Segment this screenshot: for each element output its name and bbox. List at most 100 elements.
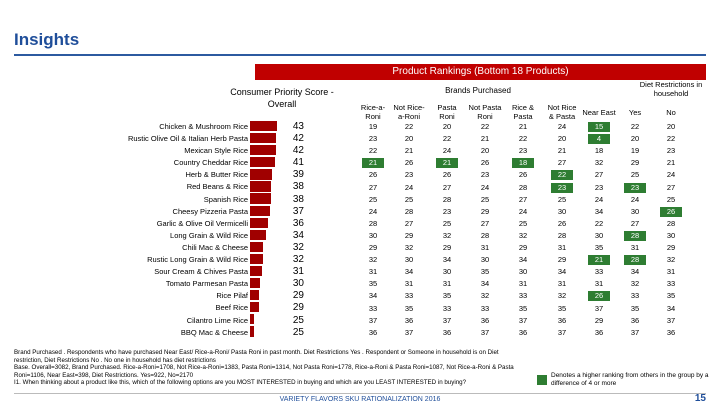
rank-cell: 27 — [442, 182, 452, 192]
priority-score: 38 — [292, 193, 304, 205]
rank-cell: 20 — [442, 122, 452, 131]
product-label: Garlic & Olive Oil Vermicelli — [156, 218, 248, 228]
rank-cell: 23 — [368, 134, 378, 144]
rank-cell: 29 — [594, 315, 604, 325]
rank-cell: 27 — [630, 218, 640, 228]
rank-cell: 18 — [594, 146, 604, 156]
product-label: Red Beans & Rice — [186, 182, 248, 192]
rank-cell: 25 — [368, 194, 378, 204]
page-number: 15 — [694, 393, 706, 404]
rank-cell: 28 — [666, 218, 676, 228]
rank-cell: 32 — [480, 291, 490, 301]
rank-cell: 26 — [654, 206, 688, 218]
rank-cell: 31 — [666, 267, 676, 277]
product-label: Cilantro Lime Rice — [186, 315, 248, 325]
rank-cell: 31 — [480, 243, 490, 252]
legend-text: Denotes a higher ranking from others in … — [551, 372, 709, 387]
priority-score: 34 — [292, 229, 304, 241]
title-rule — [14, 54, 706, 56]
priority-score: 43 — [292, 121, 304, 132]
rank-cell: 21 — [582, 254, 616, 266]
rank-cell: 24 — [518, 206, 528, 216]
rank-cell: 30 — [368, 230, 378, 240]
rank-cell: 34 — [518, 255, 528, 265]
rank-cell: 29 — [666, 243, 676, 252]
rank-cell: 29 — [630, 158, 640, 168]
rank-cell: 37 — [594, 303, 604, 313]
rankings-banner: Product Rankings (Bottom 18 Products) — [255, 64, 706, 80]
rank-cell: 28 — [618, 254, 652, 266]
product-label: Sour Cream & Chives Pasta — [154, 267, 248, 277]
rank-cell: 31 — [518, 279, 528, 289]
rank-cell: 37 — [666, 315, 676, 325]
priority-score: 32 — [292, 254, 304, 266]
priority-score: 39 — [292, 169, 304, 181]
priority-bar — [250, 326, 254, 337]
product-label: Herb & Butter Rice — [185, 170, 248, 180]
priority-bar — [250, 265, 262, 277]
rank-cell: 31 — [404, 279, 414, 289]
rank-cell: 34 — [594, 206, 604, 216]
rank-cell: 33 — [442, 303, 452, 313]
rank-cell: 34 — [442, 255, 452, 265]
rank-cell: 20 — [666, 122, 676, 131]
footer-rule — [14, 393, 706, 394]
rank-cell: 15 — [582, 121, 616, 133]
priority-score: 25 — [292, 326, 304, 338]
rank-cell: 37 — [557, 327, 567, 337]
rank-cell: 30 — [404, 255, 414, 265]
rank-cell: 30 — [594, 230, 604, 240]
rank-cell: 34 — [368, 291, 378, 301]
rank-cell: 29 — [518, 243, 528, 252]
rank-cell: 25 — [404, 194, 414, 204]
rank-cell: 27 — [557, 158, 567, 168]
priority-score: 42 — [292, 133, 304, 145]
priority-bar — [250, 121, 278, 132]
column-header: Yes — [628, 107, 642, 117]
rank-cell: 36 — [557, 315, 567, 325]
rank-cell: 30 — [630, 206, 640, 216]
product-label: Long Grain & Wild Rice — [170, 230, 248, 240]
rank-cell: 34 — [557, 267, 567, 277]
priority-bars — [250, 121, 278, 338]
product-label: Rustic Long Grain & Wild Rice — [147, 255, 248, 265]
rank-cell: 33 — [404, 291, 414, 301]
page-title: Insights — [14, 30, 80, 49]
priority-bar — [250, 278, 261, 289]
diet-restrictions-heading: Diet Restrictions in household — [639, 80, 703, 98]
rank-cell: 24 — [442, 146, 452, 156]
rank-cell: 21 — [430, 157, 464, 169]
priority-bar — [250, 217, 269, 228]
priority-score: 31 — [292, 266, 304, 278]
rank-cell: 26 — [518, 170, 528, 180]
rank-cell: 28 — [618, 230, 652, 242]
rank-cell: 32 — [368, 255, 378, 265]
priority-bar — [250, 302, 260, 313]
rank-cell: 21 — [356, 157, 390, 169]
rank-cell: 36 — [368, 327, 378, 337]
product-label: Rice Pilaf — [216, 291, 248, 301]
column-header: Near East — [582, 107, 616, 117]
rank-cell: 37 — [630, 327, 640, 337]
priority-bar — [250, 181, 271, 192]
footer-text: VARIETY FLAVORS SKU RATIONALIZATION 2016 — [279, 396, 441, 403]
rank-cell: 26 — [442, 170, 452, 180]
rank-cell: 29 — [442, 243, 452, 252]
rank-cell: 23 — [442, 206, 452, 216]
consumer-priority-heading: Consumer Priority Score - Overall — [230, 87, 334, 109]
rank-cell: 35 — [557, 303, 567, 313]
rank-cell: 20 — [480, 146, 490, 156]
rank-cell: 23 — [518, 146, 528, 156]
rank-cell: 36 — [518, 327, 528, 337]
rank-cell: 37 — [518, 315, 528, 325]
rank-cell: 32 — [666, 255, 676, 265]
rank-cell: 30 — [557, 206, 567, 216]
rank-cell: 36 — [442, 327, 452, 337]
rank-cell: 30 — [518, 267, 528, 277]
rank-cell: 28 — [480, 230, 490, 240]
rank-cell: 26 — [582, 290, 616, 302]
rank-cell: 36 — [630, 315, 640, 325]
product-label: BBQ Mac & Cheese — [180, 327, 248, 337]
rank-cell: 21 — [404, 146, 414, 156]
rank-cell: 36 — [594, 327, 604, 337]
